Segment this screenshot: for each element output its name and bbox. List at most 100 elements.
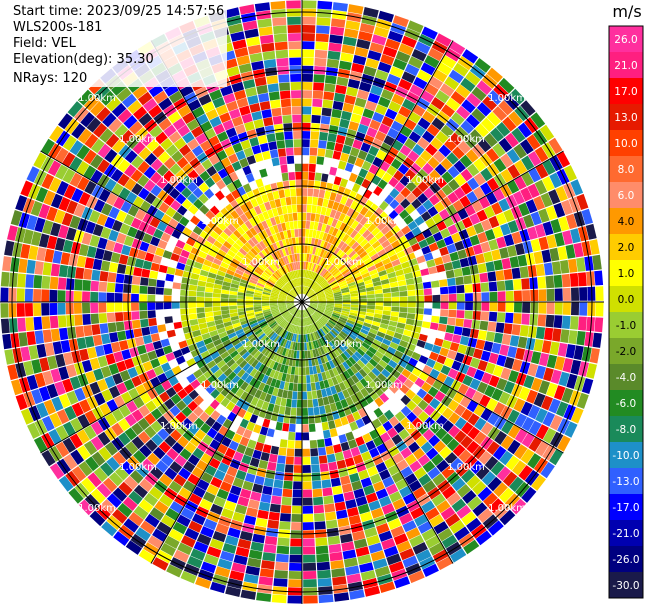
gate — [262, 384, 270, 394]
gate — [387, 346, 397, 355]
gate — [294, 229, 299, 238]
colorbar-swatch — [609, 520, 643, 547]
gate — [225, 401, 236, 412]
gate — [405, 318, 415, 326]
gate — [304, 342, 308, 351]
colorbar-tick-label: -8.0 — [616, 424, 637, 436]
gate — [263, 287, 272, 292]
gate — [265, 218, 273, 228]
gate — [84, 257, 95, 269]
gate — [307, 333, 311, 342]
gate — [43, 399, 56, 415]
gate — [537, 276, 547, 289]
gate — [347, 377, 356, 387]
gate — [229, 305, 238, 310]
gate — [17, 317, 26, 332]
gate — [292, 114, 302, 123]
gate — [26, 374, 39, 391]
gate — [475, 530, 492, 546]
gate — [316, 292, 325, 297]
gate — [282, 356, 288, 365]
gate — [226, 182, 237, 193]
gate — [33, 289, 42, 302]
gate — [293, 465, 302, 473]
gate — [306, 289, 312, 296]
gate — [222, 119, 234, 131]
gate — [541, 249, 552, 263]
gate — [331, 227, 339, 237]
gate — [345, 499, 357, 509]
gate — [440, 294, 449, 302]
gate — [319, 268, 326, 276]
gate — [69, 376, 81, 390]
gate — [364, 527, 378, 538]
gate — [77, 445, 91, 461]
gate — [380, 225, 391, 235]
gate — [258, 363, 266, 373]
gate — [394, 193, 406, 204]
gate — [203, 553, 219, 566]
gate — [393, 170, 404, 182]
gate — [90, 436, 104, 451]
gate — [557, 435, 571, 452]
gate — [253, 304, 262, 308]
gate — [216, 235, 226, 245]
gate — [188, 296, 196, 302]
gate — [261, 365, 269, 375]
gate — [319, 463, 329, 472]
gate — [172, 282, 181, 290]
gate — [143, 98, 158, 112]
gate — [253, 224, 261, 234]
gate — [496, 280, 506, 291]
gate — [343, 271, 351, 278]
gate — [273, 33, 288, 43]
gate — [390, 525, 405, 538]
azimuth-lines — [0, 0, 604, 604]
gate — [391, 337, 401, 345]
gate — [298, 318, 301, 326]
gate — [313, 312, 320, 319]
gate — [117, 159, 131, 173]
gate — [255, 314, 264, 320]
gate — [174, 454, 187, 467]
gate — [368, 249, 377, 258]
gate — [342, 215, 351, 225]
gate — [290, 82, 302, 91]
gate — [58, 475, 74, 492]
gate — [338, 434, 348, 444]
gate — [193, 198, 204, 210]
gate — [118, 187, 131, 200]
gate — [157, 189, 169, 202]
gate — [17, 273, 26, 288]
gate — [408, 441, 420, 454]
gate — [280, 164, 288, 173]
gate — [368, 500, 381, 511]
gate — [447, 368, 459, 379]
gate — [325, 207, 332, 217]
gate — [227, 411, 237, 422]
range-ring-label: 1.00km — [324, 339, 362, 350]
gate — [499, 450, 513, 466]
gate — [306, 204, 312, 213]
gate — [155, 348, 165, 358]
gate — [533, 339, 544, 352]
gate — [164, 225, 175, 236]
gate — [467, 413, 480, 426]
gate — [230, 315, 239, 321]
gate — [241, 351, 251, 360]
gate — [374, 231, 384, 240]
gate — [42, 370, 54, 386]
colorbar: m/s 26.021.017.013.010.08.06.04.02.01.00… — [608, 2, 644, 599]
gate — [313, 273, 318, 281]
gate — [302, 245, 305, 254]
gate — [203, 225, 213, 235]
gate — [446, 243, 457, 254]
gate — [115, 466, 129, 481]
gate — [417, 193, 429, 204]
gate — [318, 338, 324, 347]
gate — [361, 254, 370, 262]
gate — [487, 321, 497, 332]
gate — [428, 266, 438, 275]
gate — [213, 310, 222, 316]
gate — [236, 55, 251, 66]
